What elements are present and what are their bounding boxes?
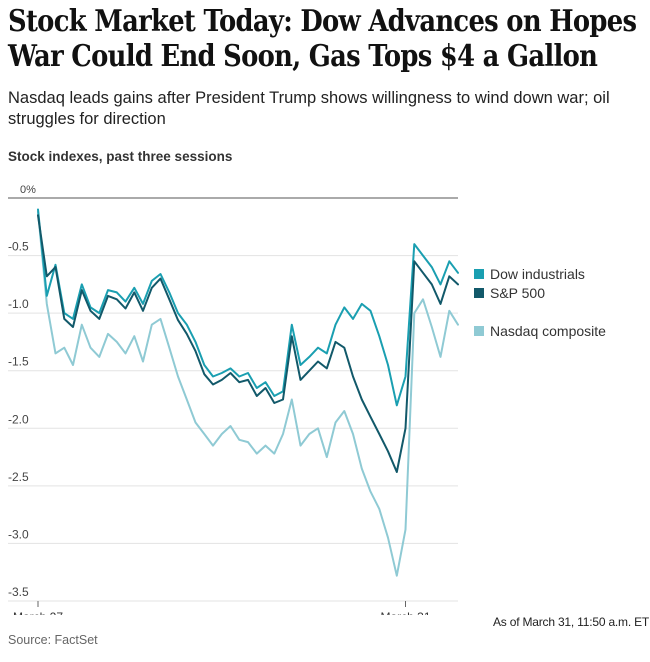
- headline-line-1: Stock Market Today: Dow Advances on Hope…: [8, 4, 637, 39]
- series-line-s-p-500: [37, 214, 459, 473]
- series-line-dow-industrials: [37, 208, 459, 407]
- legend-swatch: [474, 269, 484, 279]
- legend-swatch: [474, 326, 484, 336]
- y-tick-label: -3.5: [8, 585, 29, 599]
- y-tick-label: -2.5: [8, 470, 29, 484]
- legend-label: S&P 500: [490, 285, 545, 301]
- legend-swatch: [474, 288, 484, 298]
- series-line-nasdaq-composite: [37, 210, 459, 577]
- y-tick-label: -2.0: [8, 412, 29, 426]
- series-lines: [37, 208, 459, 577]
- as-of-note: As of March 31, 11:50 a.m. ET: [493, 615, 650, 629]
- chart-title: Stock indexes, past three sessions: [8, 149, 233, 164]
- headline: Stock Market Today: Dow Advances on Hope…: [8, 4, 637, 74]
- y-tick-label: -1.0: [8, 297, 29, 311]
- line-chart: 0%-0.5-1.0-1.5-2.0-2.5-3.0-3.5 March 27M…: [8, 184, 606, 615]
- x-tick-label: March 31: [380, 610, 430, 615]
- x-axis: March 27 March 31: [13, 601, 431, 615]
- subheadline: Nasdaq leads gains after President Trump…: [8, 89, 610, 128]
- legend-label: Nasdaq composite: [490, 323, 606, 339]
- headline-line-2: War Could End Soon, Gas Tops $4 a Gallon: [8, 39, 598, 74]
- y-tick-label: -1.5: [8, 355, 29, 369]
- gridlines: [8, 197, 458, 602]
- source-note: Source: FactSet: [8, 633, 98, 647]
- legend: Dow industrials S&P 500 Nasdaq composite: [474, 266, 606, 339]
- y-tick-label: -3.0: [8, 527, 29, 541]
- y-tick-label: 0%: [20, 184, 36, 196]
- y-tick-label: -0.5: [8, 240, 29, 254]
- y-axis-ticks: 0% -0.5 -1.0 -1.5 -2.0 -2.5 -3.0 -3.5: [8, 184, 36, 599]
- legend-label: Dow industrials: [490, 266, 585, 282]
- x-tick-label: March 27: [13, 610, 63, 615]
